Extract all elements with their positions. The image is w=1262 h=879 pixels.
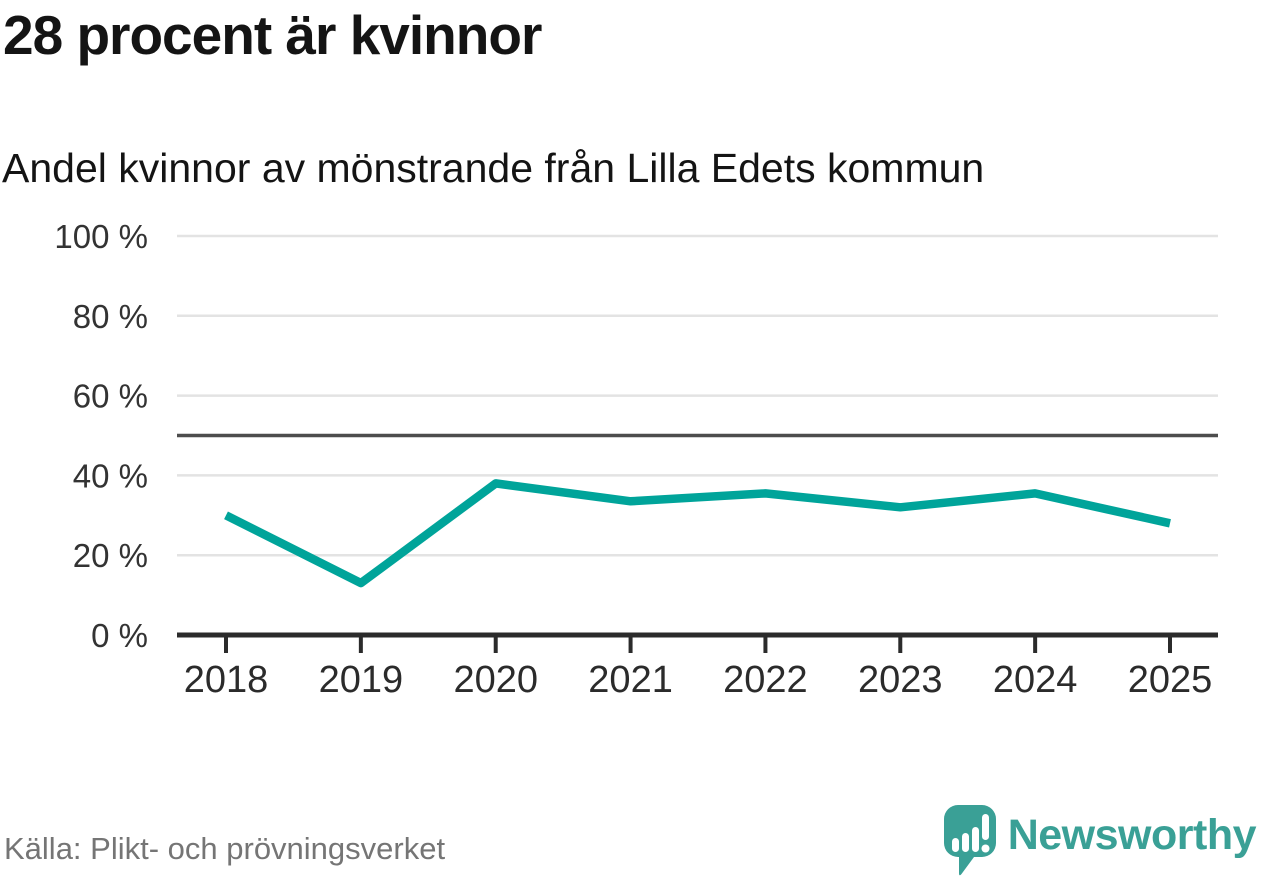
x-tick-label: 2020 <box>453 659 538 701</box>
chart-title: 28 procent är kvinnor <box>3 4 542 66</box>
y-tick-label: 0 % <box>91 617 148 654</box>
newsworthy-logo: Newsworthy <box>943 805 1257 877</box>
x-tick-label: 2019 <box>319 659 404 701</box>
x-tick-label: 2023 <box>858 659 943 701</box>
y-tick-label: 100 % <box>54 218 148 255</box>
x-tick-label: 2022 <box>723 659 808 701</box>
x-tick-label: 2025 <box>1128 659 1213 701</box>
y-tick-label: 60 % <box>73 378 148 415</box>
y-tick-label: 20 % <box>73 537 148 574</box>
source-note: Källa: Plikt- och prövningsverket <box>4 831 446 866</box>
newsworthy-wordmark: Newsworthy <box>1007 810 1257 859</box>
x-tick-label: 2021 <box>588 659 673 701</box>
y-tick-label: 80 % <box>73 298 148 335</box>
line-chart: 0 % 20 % 40 % 60 % 80 % 100 % 2018 2019 2020 2021… <box>54 218 1218 701</box>
newsworthy-logo-icon <box>943 805 996 876</box>
x-tick-label: 2018 <box>184 659 269 701</box>
x-tick-label: 2024 <box>993 659 1078 701</box>
y-tick-label: 40 % <box>73 457 148 494</box>
chart-subtitle: Andel kvinnor av mönstrande från Lilla E… <box>2 145 985 191</box>
chart-footer: Källa: Plikt- och prövningsverket Newswo… <box>4 805 1257 877</box>
data-line-andel-kvinnor <box>224 479 1171 588</box>
